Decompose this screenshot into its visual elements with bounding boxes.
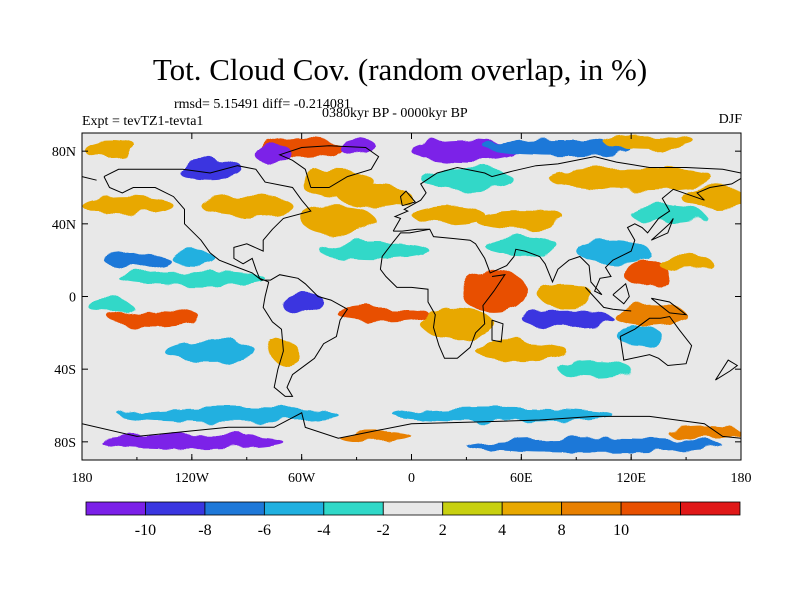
lat-tick-label: 0	[69, 291, 76, 306]
coastline	[585, 287, 632, 312]
cloud-anomaly-region	[475, 341, 568, 361]
colorbar-swatch	[680, 501, 741, 516]
cloud-anomaly-region	[548, 167, 714, 190]
cloud-anomaly-region	[82, 196, 174, 215]
cloud-anomaly-region	[164, 340, 256, 362]
lon-tick-label: 120E	[616, 471, 646, 486]
cloud-anomaly-region	[338, 136, 375, 155]
coastline	[714, 359, 739, 381]
coastline	[491, 319, 504, 343]
colorbar-label: -2	[377, 522, 390, 539]
colorbar-label: 10	[613, 522, 629, 539]
page-title: Tot. Cloud Cov. (random overlap, in %)	[152, 52, 648, 87]
cloud-anomaly-region	[680, 185, 741, 208]
cloud-anomaly-region	[475, 211, 568, 230]
cloud-anomaly-region	[631, 205, 705, 224]
colorbar-swatch	[263, 501, 325, 516]
cloud-anomaly-region	[466, 438, 723, 453]
cloud-anomaly-region	[118, 271, 266, 286]
coastline	[650, 297, 688, 316]
coastline	[393, 228, 430, 232]
cloud-anomaly-region	[338, 430, 412, 442]
cloud-anomaly-region	[539, 285, 595, 308]
cloud-anomaly-region	[255, 143, 293, 166]
colorbar-label: 4	[498, 522, 506, 539]
season-label: DJF	[718, 112, 742, 127]
coastline	[278, 145, 380, 188]
coastline	[82, 412, 741, 439]
cloud-anomaly-region	[87, 298, 132, 313]
cloud-anomaly-region	[109, 309, 201, 328]
cloud-anomaly-region	[658, 256, 714, 272]
cloud-anomaly-region	[338, 307, 430, 322]
cloud-anomaly-region	[103, 252, 170, 268]
coastline	[399, 190, 417, 207]
cloud-anomaly-region	[200, 194, 293, 217]
colorbar-label: -6	[258, 522, 271, 539]
cloud-anomaly-region	[393, 407, 613, 422]
rmsd-diff-stats: rmsd= 5.15491 diff= -0.214081	[174, 97, 351, 112]
colorbar-swatch	[620, 501, 681, 516]
cloud-anomaly-region	[612, 303, 687, 326]
coastline	[82, 176, 97, 181]
colorbar-label: -10	[135, 522, 156, 539]
colorbar-swatch	[382, 501, 444, 516]
cloud-anomaly-region	[338, 185, 412, 208]
coastline	[619, 315, 693, 367]
cloud-anomaly-region	[411, 205, 485, 224]
cloud-anomaly-region	[319, 242, 430, 261]
cloud-anomaly-region	[279, 291, 324, 313]
colorbar-swatch	[85, 501, 146, 516]
colorbar-label: -8	[198, 522, 211, 539]
cloud-anomaly-region	[301, 205, 375, 235]
colorbar-swatch	[145, 501, 206, 516]
lat-tick-label: 40N	[52, 218, 76, 233]
period-label: 0380kyr BP - 0000kyr BP	[322, 106, 468, 121]
cloud-anomaly-region	[169, 249, 214, 264]
colorbar-swatch	[204, 501, 265, 516]
cloud-anomaly-region	[420, 309, 494, 339]
coastline	[650, 218, 674, 241]
cloud-anomaly-region	[576, 240, 650, 262]
colorbar-swatch	[561, 501, 622, 516]
colorbar-swatch	[501, 501, 563, 516]
lon-tick-label: 120W	[175, 471, 210, 486]
lat-tick-label: 80S	[54, 436, 76, 451]
cloud-anomaly-region	[100, 434, 284, 450]
coastline	[392, 156, 741, 232]
coastline	[379, 177, 741, 359]
colorbar-label: -4	[317, 522, 330, 539]
cloud-anomaly-region	[118, 407, 339, 422]
coastline	[612, 282, 630, 305]
cloud-anomaly-region	[603, 134, 696, 150]
cloud-anomaly-region	[484, 236, 558, 255]
lat-tick-label: 80N	[52, 145, 76, 160]
coastline	[103, 165, 349, 397]
cloud-anomaly-region	[618, 325, 663, 348]
experiment-label: Expt = tevTZ1-tevta1	[82, 114, 204, 129]
lon-tick-label: 0	[408, 471, 415, 486]
lon-tick-label: 180	[731, 471, 752, 486]
lon-tick-label: 60W	[288, 471, 316, 486]
colorbar-swatch	[442, 501, 503, 516]
cloud-anomaly-region	[82, 138, 137, 157]
lat-tick-label: 40S	[54, 363, 76, 378]
lon-tick-label: 180	[72, 471, 93, 486]
cloud-anomaly-region	[623, 258, 668, 288]
cloud-anomaly-region	[420, 167, 513, 190]
cloud-anomaly-region	[177, 158, 244, 181]
cloud-anomaly-region	[484, 138, 632, 157]
cloud-anomaly-region	[521, 309, 613, 328]
cloud-anomaly-region	[557, 360, 632, 379]
colorbar-label: 8	[558, 522, 566, 539]
lon-tick-label: 60E	[510, 471, 533, 486]
colorbar-swatch	[323, 501, 384, 516]
colorbar-label: 2	[439, 522, 447, 539]
